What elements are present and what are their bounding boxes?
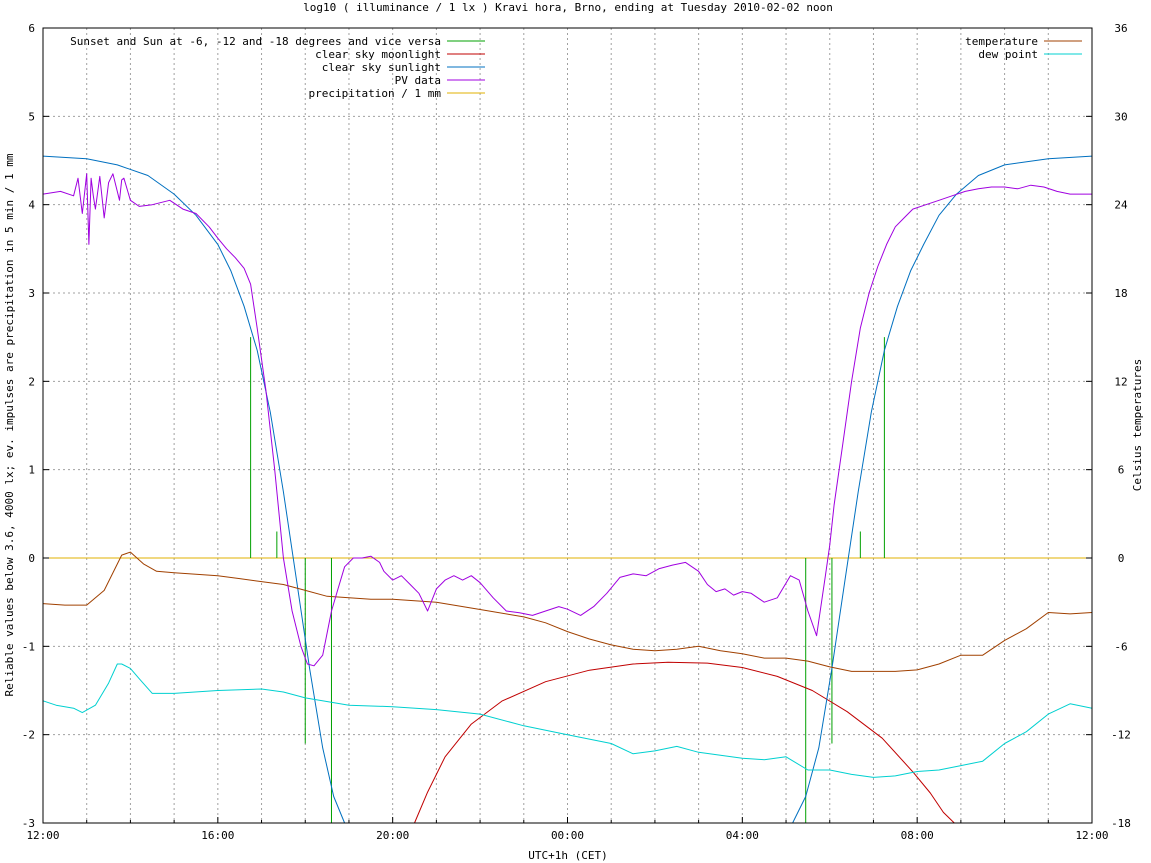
y-tick-label: 1 [28, 464, 35, 477]
y2-tick-label: 24 [1114, 199, 1128, 212]
legend-right: temperature dew point [965, 35, 1082, 61]
legend-label-sun: Sunset and Sun at -6, -12 and -18 degree… [70, 35, 441, 48]
tick-labels: 12:00 16:00 20:00 00:00 04:00 08:00 12:00-3-2-… [22, 22, 1131, 842]
chart-title: log10 ( illuminance / 1 lx ) Kravi hora,… [303, 1, 833, 14]
legend-label-temperature: temperature [965, 35, 1038, 48]
legend-label-pv: PV data [395, 74, 441, 87]
temperature-line [42, 551, 1093, 672]
y-tick-label: 4 [28, 199, 35, 212]
y-tick-label: 3 [28, 287, 35, 300]
series-lines [42, 155, 1093, 824]
y-tick-label: -2 [22, 729, 35, 742]
legend-label-precipitation: precipitation / 1 mm [309, 87, 442, 100]
legend-left: Sunset and Sun at -6, -12 and -18 degree… [70, 35, 485, 100]
y-tick-label: 2 [28, 375, 35, 388]
y2-tick-label: 18 [1114, 287, 1127, 300]
x-tick-label: 12:00 [26, 829, 59, 842]
y2-tick-label: -6 [1114, 640, 1127, 653]
y-tick-label: -3 [22, 817, 35, 830]
x-axis-label: UTC+1h (CET) [528, 849, 607, 862]
y2-axis-label: Celsius temperatures [1131, 359, 1144, 491]
y-tick-label: 0 [28, 552, 35, 565]
grid-lines [43, 28, 1092, 823]
y2-tick-label: 36 [1114, 22, 1127, 35]
y2-tick-label: 6 [1118, 464, 1125, 477]
x-tick-label: 04:00 [726, 829, 759, 842]
y-tick-label: -1 [22, 640, 35, 653]
legend-left-swatches [447, 40, 485, 94]
pv-data-line [42, 173, 1092, 667]
legend-label-sunlight: clear sky sunlight [322, 61, 441, 74]
y2-tick-label: 30 [1114, 110, 1127, 123]
legend-right-swatches [1044, 40, 1082, 55]
y-tick-label: 5 [28, 110, 35, 123]
y2-tick-label: -18 [1111, 817, 1131, 830]
x-tick-label: 00:00 [551, 829, 584, 842]
moonlight-line [414, 661, 955, 824]
y-tick-label: 6 [28, 22, 35, 35]
axis-ticks [42, 27, 1093, 824]
y-axis-label: Reliable values below 3.6, 4000 lx; ev. … [3, 153, 16, 696]
x-tick-label: 16:00 [201, 829, 234, 842]
y2-tick-label: 12 [1114, 375, 1127, 388]
x-tick-label: 08:00 [901, 829, 934, 842]
y2-tick-label: -12 [1111, 729, 1131, 742]
sun-angle-impulses [250, 337, 885, 823]
dew-point-line [42, 663, 1093, 778]
y2-tick-label: 0 [1118, 552, 1125, 565]
x-tick-label: 20:00 [376, 829, 409, 842]
x-tick-label: 12:00 [1075, 829, 1108, 842]
legend-label-moonlight: clear sky moonlight [315, 48, 441, 61]
legend-label-dew-point: dew point [978, 48, 1038, 61]
